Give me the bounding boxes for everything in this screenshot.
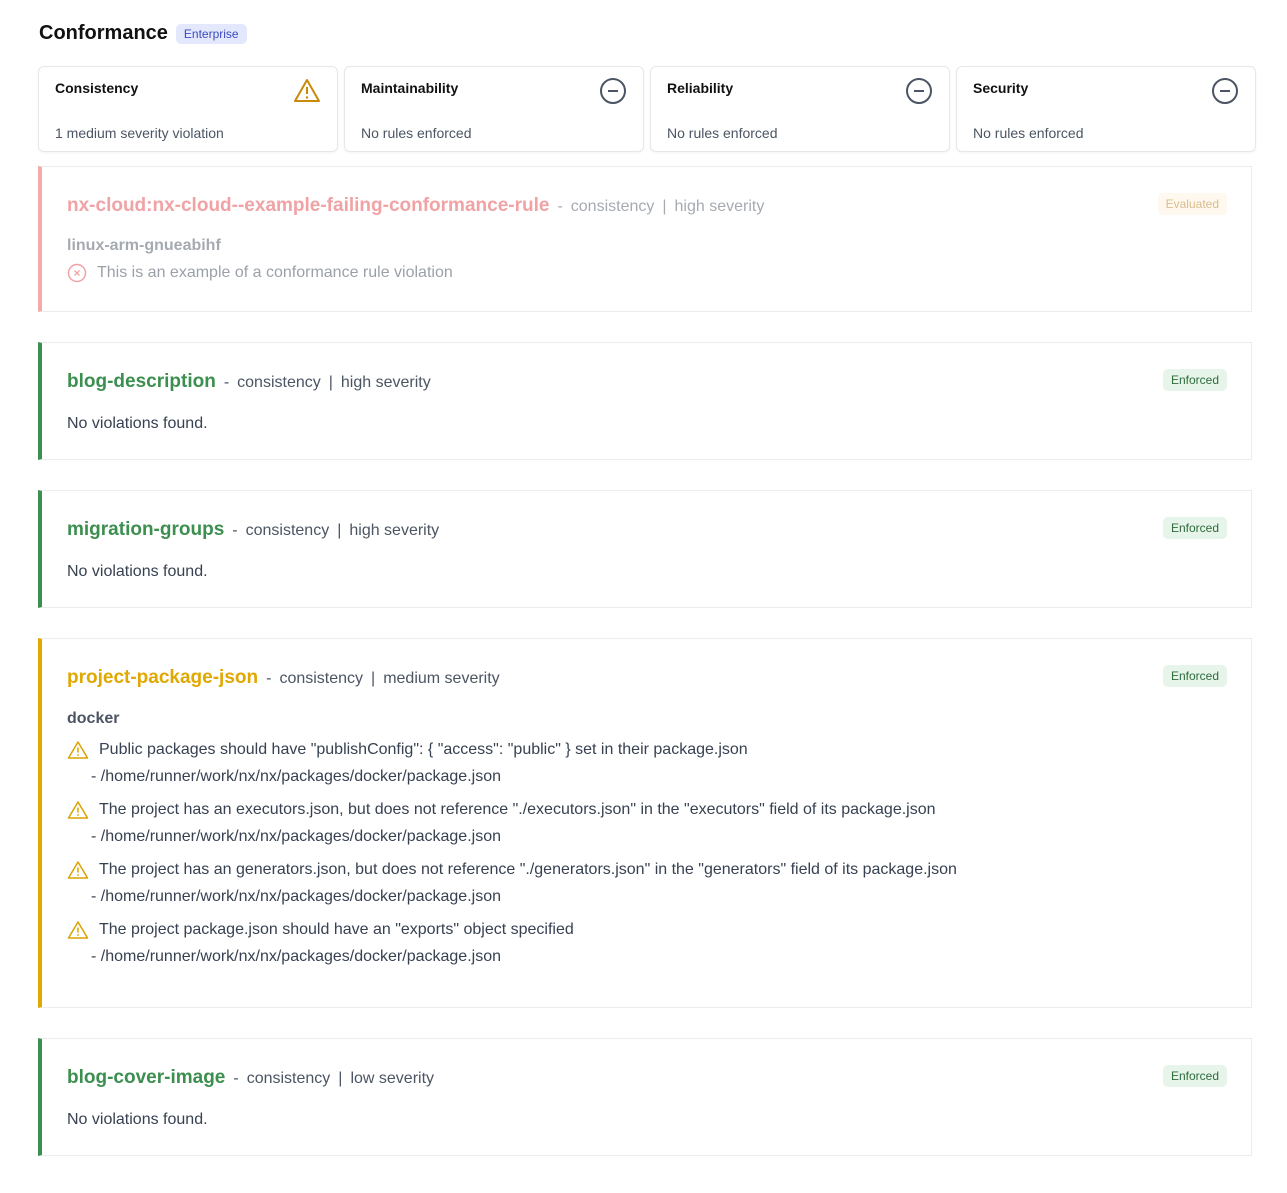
status-badge: Enforced (1162, 517, 1227, 539)
category-cards: Consistency 1 medium severity violation … (38, 66, 1256, 152)
violation-item: The project has an generators.json, but … (67, 860, 957, 906)
rule-panel: blog-description - consistency | high se… (38, 342, 1252, 460)
no-violations-text: No violations found. (67, 1111, 208, 1128)
separator: - (223, 374, 230, 391)
warning-icon (294, 79, 320, 102)
card-consistency[interactable]: Consistency 1 medium severity violation (38, 66, 338, 152)
rule-category: consistency (570, 198, 655, 215)
violation-text: Public packages should have "publishConf… (99, 741, 748, 758)
card-title: Consistency (55, 80, 139, 96)
card-status: No rules enforced (361, 125, 472, 141)
rule-header: project-package-json - consistency | med… (67, 667, 500, 689)
status-badge: Enforced (1162, 1065, 1227, 1087)
rule-severity: medium severity (383, 670, 500, 687)
violations: docker Public packages should have "publ… (67, 710, 957, 980)
rule-category: consistency (237, 374, 321, 391)
violation-file-path: - /home/runner/work/nx/nx/packages/docke… (91, 948, 501, 965)
status-badge: Enforced (1162, 369, 1227, 391)
rule-category: consistency (246, 1070, 331, 1087)
project-name: docker (67, 710, 120, 727)
violation-row: Public packages should have "publishConf… (67, 740, 957, 760)
warning-icon (67, 861, 89, 879)
card-reliability[interactable]: Reliability No rules enforced (650, 66, 950, 152)
minus-circle-icon (906, 78, 932, 104)
rule-name[interactable]: project-package-json (67, 667, 259, 688)
violation-file-path: - /home/runner/work/nx/nx/packages/docke… (91, 888, 501, 905)
enterprise-badge: Enterprise (175, 23, 247, 44)
rule-header: blog-description - consistency | high se… (67, 371, 431, 393)
rule-panel: migration-groups - consistency | high se… (38, 490, 1252, 608)
rule-name[interactable]: blog-cover-image (67, 1067, 226, 1088)
warning-icon (67, 741, 89, 759)
rule-panel: nx-cloud:nx-cloud--example-failing-confo… (38, 166, 1252, 312)
violation-item: Public packages should have "publishConf… (67, 740, 957, 786)
page-title: Conformance (39, 22, 168, 44)
violation-text: The project package.json should have an … (99, 921, 574, 938)
card-title: Reliability (667, 80, 734, 96)
rule-category: consistency (279, 670, 364, 687)
rule-panel: project-package-json - consistency | med… (38, 638, 1252, 1008)
violation-text: The project has an generators.json, but … (99, 861, 957, 878)
rule-header: blog-cover-image - consistency | low sev… (67, 1067, 434, 1089)
card-status: No rules enforced (667, 125, 778, 141)
violation-item: This is an example of a conformance rule… (67, 263, 453, 283)
rule-name[interactable]: migration-groups (67, 519, 225, 540)
card-security[interactable]: Security No rules enforced (956, 66, 1256, 152)
project-name: linux-arm-gnueabihf (67, 237, 221, 254)
minus-circle-icon (1212, 78, 1238, 104)
rule-severity: high severity (674, 198, 765, 215)
violation-row: The project has an generators.json, but … (67, 860, 957, 880)
rule-severity: low severity (350, 1070, 435, 1087)
separator: - (233, 1070, 239, 1087)
separator: | (337, 522, 342, 539)
separator: - (232, 522, 238, 539)
violation-row: The project has an executors.json, but d… (67, 800, 957, 820)
violations: linux-arm-gnueabihf This is an example o… (67, 237, 453, 283)
violation-item: The project has an executors.json, but d… (67, 800, 957, 846)
warning-icon (67, 921, 89, 939)
rule-name[interactable]: blog-description (67, 371, 216, 392)
separator: - (557, 198, 563, 215)
separator: | (328, 374, 333, 391)
violation-item: The project package.json should have an … (67, 920, 957, 966)
rule-severity: high severity (340, 374, 431, 391)
violation-text: This is an example of a conformance rule… (97, 264, 453, 281)
card-title: Security (973, 80, 1029, 96)
no-violations-text: No violations found. (67, 415, 208, 432)
card-maintainability[interactable]: Maintainability No rules enforced (344, 66, 644, 152)
violation-file-path: - /home/runner/work/nx/nx/packages/docke… (91, 828, 501, 845)
x-circle-icon (67, 263, 87, 283)
rule-header: nx-cloud:nx-cloud--example-failing-confo… (67, 195, 764, 217)
rule-header: migration-groups - consistency | high se… (67, 519, 439, 541)
rule-panel: blog-cover-image - consistency | low sev… (38, 1038, 1252, 1156)
minus-circle-icon (600, 78, 626, 104)
card-status: No rules enforced (973, 125, 1084, 141)
separator: - (266, 670, 272, 687)
violation-file-path: - /home/runner/work/nx/nx/packages/docke… (91, 768, 501, 785)
rule-category: consistency (245, 522, 330, 539)
rule-name[interactable]: nx-cloud:nx-cloud--example-failing-confo… (67, 195, 550, 216)
violation-text: The project has an executors.json, but d… (99, 801, 936, 818)
no-violations-text: No violations found. (67, 563, 208, 580)
rule-severity: high severity (349, 522, 440, 539)
page-header: Conformance Enterprise (39, 22, 247, 45)
card-status: 1 medium severity violation (55, 125, 224, 141)
card-title: Maintainability (361, 80, 459, 96)
separator: | (338, 1070, 343, 1087)
status-badge: Evaluated (1157, 193, 1227, 215)
violation-row: The project package.json should have an … (67, 920, 957, 940)
warning-icon (67, 801, 89, 819)
status-badge: Enforced (1162, 665, 1227, 687)
separator: | (371, 670, 376, 687)
separator: | (662, 198, 667, 215)
